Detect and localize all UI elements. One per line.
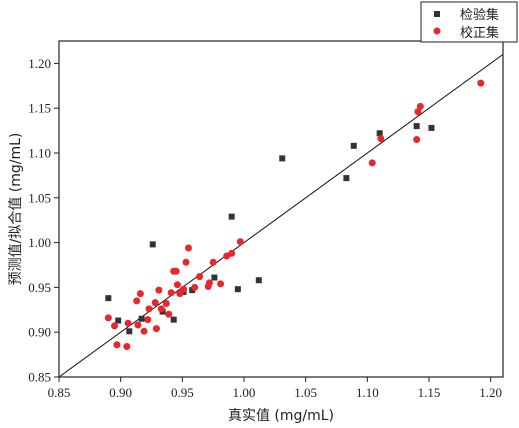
y-tick-label: 1.20: [28, 56, 51, 71]
y-tick-label: 1.10: [28, 146, 51, 161]
data-point-test-set: [228, 213, 235, 220]
data-point-test-set: [170, 316, 177, 323]
data-point-calibration-set: [111, 322, 118, 330]
y-tick-label: 1.15: [28, 101, 51, 116]
data-point-test-set: [376, 130, 383, 137]
data-point-calibration-set: [196, 273, 204, 281]
data-point-test-set: [138, 315, 145, 322]
x-tick-label: 1.10: [356, 385, 379, 400]
data-point-test-set: [126, 328, 133, 335]
x-axis: 0.85 0.90 0.95 1.00 1.05 1.10 1.15 1.20: [48, 377, 502, 400]
data-point-calibration-set: [140, 327, 148, 335]
data-point-test-set: [413, 123, 420, 130]
y-axis-title: 预测值/拟合值 (mg/mL): [8, 133, 24, 286]
data-point-calibration-set: [173, 281, 181, 289]
data-point-calibration-set: [414, 108, 422, 116]
data-point-test-set: [255, 277, 262, 284]
legend: 检验集 校正集: [420, 1, 518, 43]
legend-marker-circle: [433, 27, 441, 35]
data-point-test-set: [428, 124, 435, 131]
data-point-calibration-set: [165, 310, 173, 318]
y-tick-label: 1.00: [28, 235, 51, 250]
data-point-calibration-set: [155, 286, 163, 294]
data-point-calibration-set: [124, 319, 132, 327]
legend-marker-square: [434, 11, 440, 17]
data-point-calibration-set: [162, 300, 170, 308]
data-point-calibration-set: [180, 285, 188, 293]
data-point-calibration-set: [191, 283, 199, 291]
data-points: [104, 79, 485, 351]
reference-line-y-equals-x: [59, 54, 503, 377]
data-point-test-set: [234, 286, 241, 293]
legend-box: [420, 1, 518, 43]
legend-label-test: 检验集: [460, 7, 499, 23]
x-tick-label: 1.15: [418, 385, 441, 400]
data-point-calibration-set: [217, 280, 225, 288]
data-point-calibration-set: [123, 343, 131, 351]
data-point-calibration-set: [209, 258, 217, 266]
y-axis: 0.85 0.90 0.95 1.00 1.05 1.10 1.15 1.20: [28, 56, 59, 385]
data-point-calibration-set: [167, 289, 175, 297]
data-point-calibration-set: [368, 159, 376, 167]
data-point-test-set: [149, 241, 156, 248]
data-point-test-set: [279, 155, 286, 162]
x-axis-title: 真实值 (mg/mL): [228, 408, 334, 424]
data-point-calibration-set: [205, 279, 213, 287]
x-tick-label: 0.95: [171, 385, 194, 400]
x-tick-label: 0.90: [109, 385, 132, 400]
x-tick-label: 1.20: [479, 385, 502, 400]
x-tick-label: 1.05: [294, 385, 317, 400]
data-point-calibration-set: [134, 321, 142, 329]
data-point-calibration-set: [377, 135, 385, 143]
data-point-calibration-set: [228, 249, 236, 257]
data-point-calibration-set: [185, 244, 192, 252]
data-point-calibration-set: [144, 316, 152, 324]
y-tick-label: 0.95: [28, 280, 51, 295]
data-point-calibration-set: [152, 325, 160, 333]
data-point-calibration-set: [172, 267, 180, 275]
data-point-calibration-set: [133, 297, 141, 305]
data-point-calibration-set: [416, 102, 424, 110]
data-point-calibration-set: [113, 341, 121, 349]
x-tick-label: 0.85: [48, 385, 71, 400]
data-point-calibration-set: [136, 290, 144, 298]
data-point-test-set: [350, 142, 357, 149]
legend-label-calibration: 校正集: [460, 25, 499, 41]
data-point-calibration-set: [182, 258, 190, 266]
data-point-calibration-set: [145, 305, 153, 313]
data-point-test-set: [105, 295, 112, 302]
x-tick-label: 1.00: [233, 385, 256, 400]
y-tick-label: 0.90: [28, 325, 51, 340]
data-point-test-set: [211, 274, 218, 281]
y-tick-label: 0.85: [28, 370, 51, 385]
data-point-calibration-set: [104, 314, 112, 322]
data-point-test-set: [189, 287, 196, 294]
data-point-test-set: [115, 317, 122, 324]
y-tick-label: 1.05: [28, 190, 51, 205]
data-point-calibration-set: [157, 305, 165, 313]
data-point-calibration-set: [236, 238, 244, 246]
data-point-calibration-set: [477, 79, 485, 87]
data-point-calibration-set: [413, 136, 421, 144]
data-point-calibration-set: [151, 299, 159, 307]
data-point-test-set: [343, 175, 350, 182]
plot-frame: [58, 40, 504, 378]
